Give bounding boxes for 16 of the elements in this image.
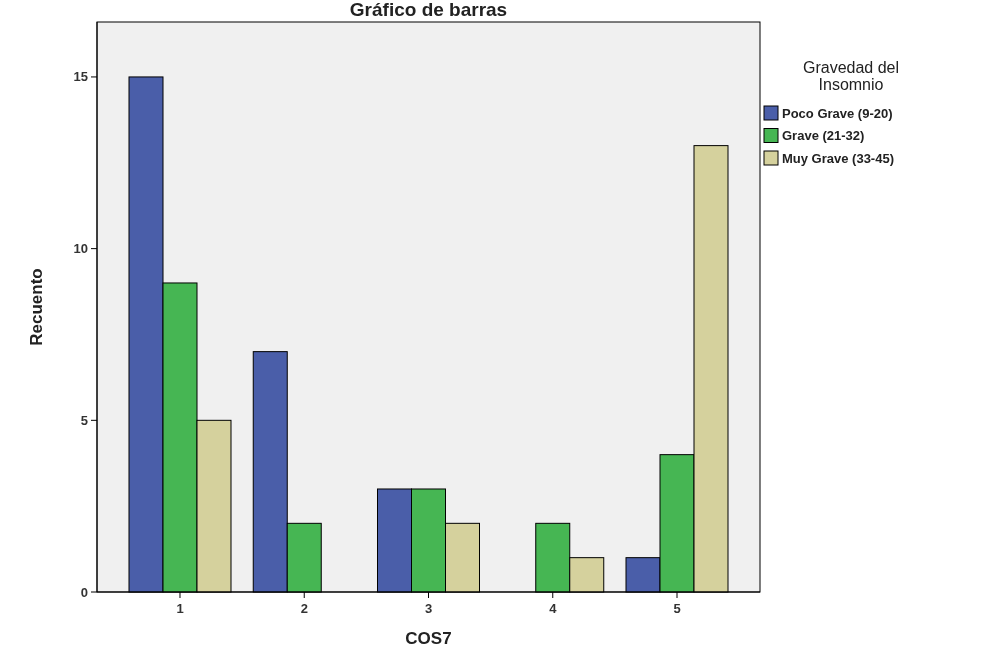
y-axis-title: Recuento: [27, 268, 46, 346]
x-tick-label: 1: [176, 601, 184, 616]
legend-label: Poco Grave (9-20): [782, 105, 893, 121]
y-tick-label: 10: [73, 241, 88, 257]
x-tick-label: 5: [673, 601, 681, 616]
x-tick-label: 3: [424, 601, 433, 616]
x-tick-label: 2: [300, 601, 308, 616]
legend-label: Muy Grave (33-45): [782, 150, 894, 166]
y-tick-label: 5: [80, 412, 88, 428]
chart-title: Gráfico de barras: [349, 0, 508, 20]
y-tick-label: 15: [73, 69, 88, 85]
x-axis-title: COS7: [405, 629, 452, 648]
legend-label: Grave (21-32): [782, 128, 865, 144]
y-tick-label: 0: [80, 584, 88, 600]
legend-title: Gravedad del Insomnio: [802, 59, 900, 93]
x-tick-label: 4: [549, 601, 558, 616]
